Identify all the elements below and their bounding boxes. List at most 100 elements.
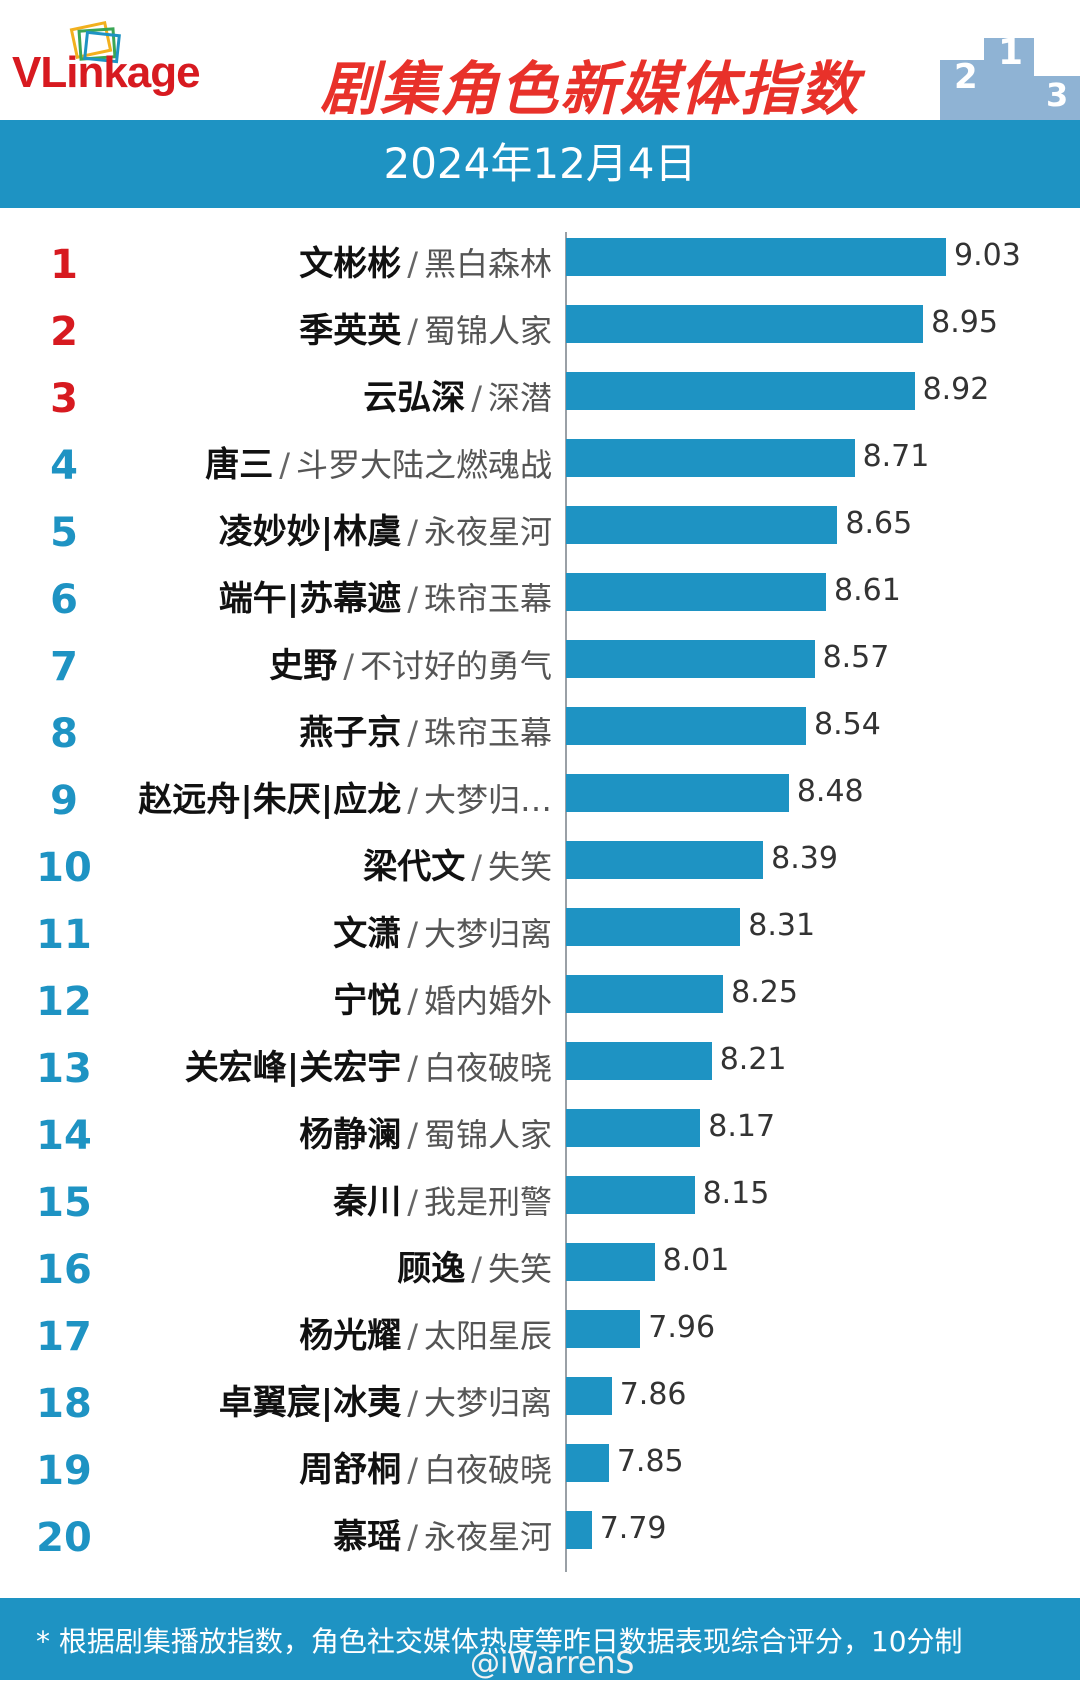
rank-number: 13 <box>36 1046 92 1092</box>
separator: / <box>407 1116 418 1154</box>
date-band: 2024年12月4日 <box>0 120 1080 208</box>
drama-name: 失笑 <box>487 1250 552 1288</box>
bar <box>566 640 815 678</box>
row-label: 燕子京 / 珠帘玉幕 <box>299 705 552 754</box>
separator: / <box>471 379 482 417</box>
bar <box>566 1176 695 1214</box>
drama-name: 蜀锦人家 <box>423 312 552 350</box>
role-name: 端午|苏幕遮 <box>218 579 402 619</box>
row-label: 唐三 / 斗罗大陆之燃魂战 <box>205 437 552 486</box>
drama-name: 珠帘玉幕 <box>423 580 552 618</box>
role-name: 唐三 <box>205 445 274 485</box>
footnote: * 根据剧集播放指数，角色社交媒体热度等昨日数据表现综合评分，10分制 <box>36 1625 963 1658</box>
bar <box>566 372 915 410</box>
drama-name: 失笑 <box>487 848 552 886</box>
role-name: 文潇 <box>333 914 402 954</box>
bar-value-label: 7.85 <box>616 1444 684 1479</box>
bar <box>566 1243 655 1281</box>
chart-axis <box>565 232 567 1572</box>
drama-name: 斗罗大陆之燃魂战 <box>295 446 552 484</box>
row-label: 慕瑶 / 永夜星河 <box>333 1509 552 1558</box>
role-name: 云弘深 <box>363 378 466 418</box>
row-label: 文潇 / 大梦归离 <box>333 906 552 955</box>
bar-value-label: 9.03 <box>954 238 1021 273</box>
svg-text:1: 1 <box>998 32 1023 73</box>
bar-value-label: 8.39 <box>771 841 838 876</box>
separator: / <box>407 1317 418 1355</box>
drama-name: 不讨好的勇气 <box>359 647 552 685</box>
bar-value-label: 8.65 <box>845 506 913 541</box>
separator: / <box>279 446 290 484</box>
role-name: 慕瑶 <box>333 1517 402 1557</box>
bar <box>566 573 826 611</box>
drama-name: 太阳星辰 <box>423 1317 552 1355</box>
rank-number: 15 <box>36 1180 92 1226</box>
role-name: 杨静澜 <box>299 1115 402 1155</box>
bar-value-label: 8.95 <box>931 305 998 340</box>
bar <box>566 1377 612 1415</box>
separator: / <box>407 915 418 953</box>
rank-number: 14 <box>36 1113 92 1159</box>
row-label: 季英英 / 蜀锦人家 <box>299 303 552 352</box>
row-label: 史野 / 不讨好的勇气 <box>269 638 552 687</box>
bar-value-label: 8.17 <box>708 1109 776 1144</box>
drama-name: 白夜破晓 <box>423 1451 552 1489</box>
role-name: 周舒桐 <box>299 1450 402 1490</box>
row-label: 关宏峰|关宏宇 / 白夜破晓 <box>185 1040 552 1089</box>
row-label: 文彬彬 / 黑白森林 <box>299 236 552 285</box>
bar-value-label: 8.01 <box>662 1243 730 1278</box>
rank-number: 6 <box>50 577 78 623</box>
drama-name: 大梦归离 <box>423 915 552 953</box>
svg-text:3: 3 <box>1046 76 1068 114</box>
role-name: 卓翼宸|冰夷 <box>218 1383 402 1423</box>
logo-mark-icon <box>69 20 121 64</box>
bar <box>566 1310 641 1348</box>
rank-number: 4 <box>50 443 78 489</box>
separator: / <box>407 1451 418 1489</box>
bar-value-label: 8.57 <box>822 640 890 675</box>
bar <box>566 1444 609 1482</box>
bar <box>566 305 924 343</box>
bar <box>566 908 741 946</box>
separator: / <box>471 848 482 886</box>
row-label: 杨光耀 / 太阳星辰 <box>299 1308 552 1357</box>
separator: / <box>407 245 418 283</box>
row-label: 宁悦 / 婚内婚外 <box>333 973 552 1022</box>
role-name: 顾逸 <box>397 1249 466 1289</box>
row-label: 赵远舟|朱厌|应龙 / 大梦归… <box>138 772 552 821</box>
separator: / <box>407 513 418 551</box>
separator: / <box>407 714 418 752</box>
bar <box>566 506 838 544</box>
drama-name: 婚内婚外 <box>423 982 552 1020</box>
rank-number: 9 <box>50 778 78 824</box>
role-name: 文彬彬 <box>299 244 402 284</box>
page-title: 剧集角色新媒体指数 <box>320 55 861 123</box>
role-name: 梁代文 <box>363 847 466 887</box>
role-name: 杨光耀 <box>299 1316 402 1356</box>
separator: / <box>407 1049 418 1087</box>
drama-name: 蜀锦人家 <box>423 1116 552 1154</box>
rank-number: 1 <box>50 242 78 288</box>
separator: / <box>407 580 418 618</box>
rank-number: 8 <box>50 711 78 757</box>
rank-number: 18 <box>36 1381 92 1427</box>
row-label: 凌妙妙|林虞 / 永夜星河 <box>219 504 552 553</box>
role-name: 关宏峰|关宏宇 <box>184 1048 402 1088</box>
header: VLinkage 剧集角色新媒体指数 2 1 3 <box>0 0 1080 123</box>
rank-number: 2 <box>50 309 78 355</box>
role-name: 宁悦 <box>333 981 402 1021</box>
row-label: 杨静澜 / 蜀锦人家 <box>299 1107 552 1156</box>
bar <box>566 975 724 1013</box>
row-label: 秦川 / 我是刑警 <box>333 1174 552 1223</box>
row-label: 云弘深 / 深潜 <box>363 370 552 419</box>
watermark: @iWarrenS <box>470 1646 635 1681</box>
rank-number: 10 <box>36 845 92 891</box>
bar-value-label: 8.48 <box>796 774 864 809</box>
separator: / <box>407 1518 418 1556</box>
bar-value-label: 8.54 <box>814 707 881 742</box>
separator: / <box>471 1250 482 1288</box>
bar-value-label: 8.31 <box>748 908 816 943</box>
separator: / <box>407 1183 418 1221</box>
rank-number: 12 <box>36 979 92 1025</box>
rank-number: 16 <box>36 1247 92 1293</box>
